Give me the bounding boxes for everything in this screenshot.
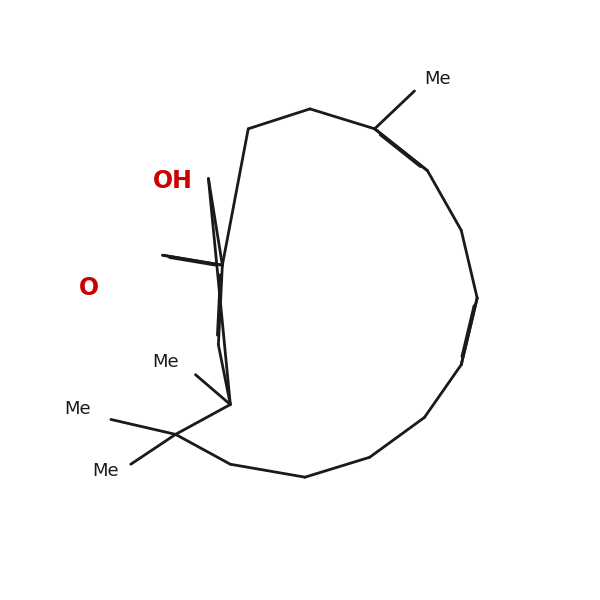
Text: OH: OH [152, 169, 193, 193]
Text: Me: Me [424, 70, 451, 88]
Text: O: O [79, 276, 99, 300]
Text: Me: Me [152, 353, 179, 371]
Text: Me: Me [64, 400, 91, 418]
Text: Me: Me [92, 462, 119, 480]
